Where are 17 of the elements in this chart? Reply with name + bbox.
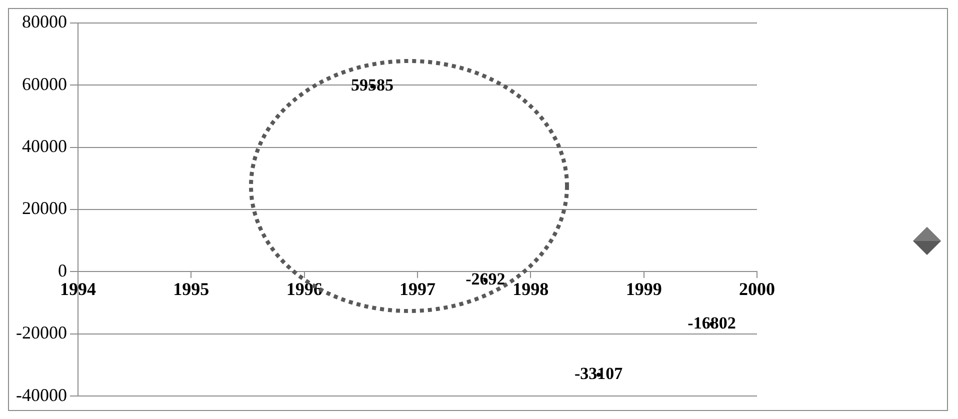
data-label: -16802 bbox=[688, 313, 736, 332]
x-tick-label: 1994 bbox=[60, 279, 96, 300]
y-tick-label: 60000 bbox=[22, 74, 67, 94]
data-label: 59585 bbox=[350, 76, 394, 95]
y-tick-label: 20000 bbox=[22, 198, 67, 218]
y-tick-label: -20000 bbox=[16, 322, 67, 343]
x-tick-label: 1997 bbox=[399, 279, 436, 300]
x-tick-label: 2000 bbox=[739, 279, 775, 300]
x-tick-label: 1998 bbox=[512, 279, 549, 300]
data-label: -2692 bbox=[466, 270, 506, 288]
y-tick-label: 0 bbox=[58, 260, 67, 280]
x-tick-label: 1995 bbox=[173, 279, 210, 300]
y-tick-label: 40000 bbox=[22, 136, 67, 156]
y-tick-label: -40000 bbox=[16, 384, 67, 405]
x-tick-label: 1999 bbox=[626, 279, 662, 300]
y-tick-label: 80000 bbox=[22, 12, 67, 32]
data-label: -33107 bbox=[574, 364, 624, 384]
